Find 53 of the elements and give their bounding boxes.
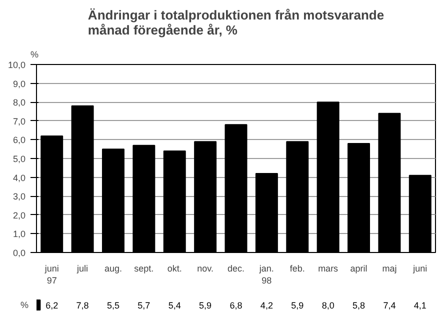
- data-label: 6,8: [230, 300, 242, 310]
- legend-label: %: [20, 300, 29, 310]
- x-tick-label: juni: [412, 264, 428, 274]
- bar: [194, 141, 217, 252]
- x-tick-label: mars: [318, 264, 339, 274]
- y-tick-label: 8,0: [12, 98, 26, 108]
- bar: [224, 124, 248, 252]
- chart-title: Ändringar i totalproduktionen från motsvarande månad föregående år, %: [88, 8, 384, 38]
- x-tick-label: aug.: [104, 264, 122, 274]
- data-label: 5,9: [291, 300, 304, 310]
- bar: [348, 142, 370, 252]
- x-tick-label: nov.: [197, 264, 214, 274]
- data-label: 7,4: [383, 300, 396, 310]
- y-tick-label: 4,0: [12, 172, 26, 183]
- bar: [40, 135, 64, 252]
- bar: [163, 150, 186, 252]
- y-tick-label: 0,0: [12, 248, 26, 258]
- x-tick-label: dec.: [227, 264, 245, 274]
- y-tick-label: 2,0: [12, 210, 26, 220]
- bar: [102, 148, 124, 252]
- y-tick-label: 5,0: [12, 154, 26, 164]
- data-label: 5,7: [138, 300, 150, 310]
- data-label: 8,0: [322, 300, 334, 310]
- data-label: 4,1: [414, 300, 426, 310]
- y-tick-label: 9,0: [12, 78, 26, 89]
- bar: [71, 105, 94, 252]
- y-axis-title: %: [30, 50, 39, 60]
- x-tick-label: juni 97: [44, 264, 59, 286]
- bar: [132, 144, 156, 252]
- x-tick-label: april: [350, 264, 368, 274]
- y-tick-label: 3,0: [12, 192, 26, 202]
- x-tick-label: sept.: [134, 264, 154, 274]
- bar: [286, 141, 309, 252]
- x-tick-label: jan. 98: [258, 264, 274, 286]
- bar: [255, 173, 278, 252]
- y-tick-label: 10,0: [8, 60, 26, 70]
- data-label: 5,8: [352, 300, 366, 310]
- bar: [378, 112, 401, 252]
- data-label: 5,4: [168, 300, 181, 310]
- x-tick-label: maj: [382, 264, 397, 274]
- x-tick-label: juli: [76, 264, 88, 274]
- x-tick-label: okt.: [167, 264, 182, 274]
- y-tick-label: 1,0: [12, 229, 26, 240]
- data-label: 5,5: [106, 300, 120, 310]
- bar: [316, 102, 340, 252]
- y-tick-label: 6,0: [12, 135, 26, 146]
- data-label: 4,2: [260, 300, 273, 310]
- y-tick-label: 7,0: [12, 116, 26, 126]
- data-label: 6,2: [46, 300, 58, 310]
- data-label: 5,9: [199, 300, 212, 310]
- x-tick-label: feb.: [290, 264, 305, 274]
- bar: [408, 174, 432, 252]
- data-label: 7,8: [76, 300, 89, 310]
